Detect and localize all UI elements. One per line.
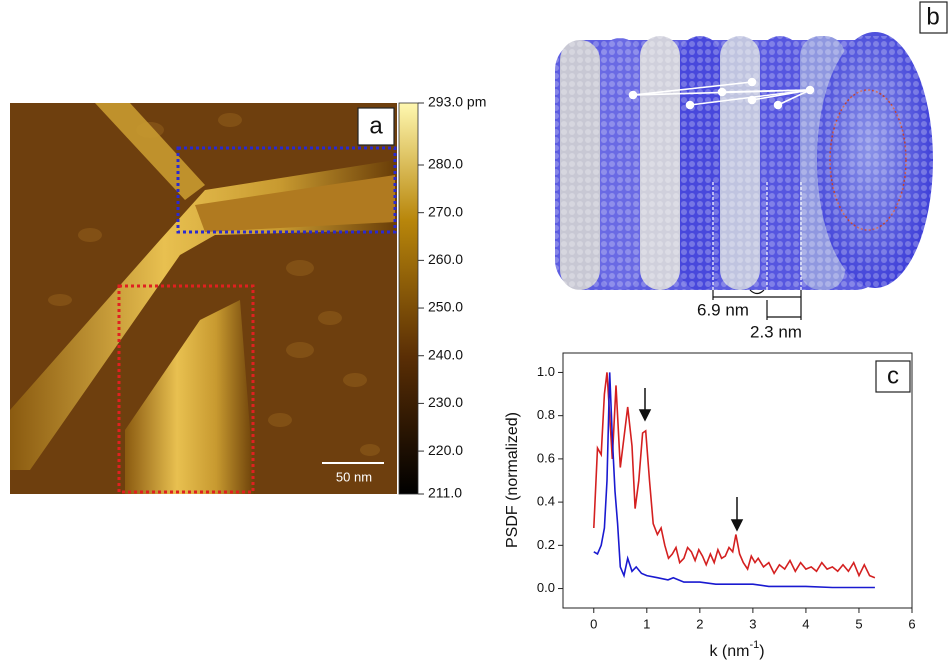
colorbar-tick-label: 260.0 xyxy=(428,251,463,267)
colorbar-tick-label: 211.0 xyxy=(428,485,462,501)
panel-label: c xyxy=(887,362,899,389)
colorbar-tick-label: 280.0 xyxy=(428,156,463,172)
x-axis-label: k (nm-1) xyxy=(709,639,764,660)
figure: 50 nm a 293.0 pm280.0270.0260.0250.0240.… xyxy=(0,0,948,667)
y-axis-label: PSDF (normalized) xyxy=(504,412,521,548)
y-tick-label: 0.8 xyxy=(537,407,555,422)
y-tick-label: 1.0 xyxy=(537,364,555,379)
x-tick-label: 3 xyxy=(749,616,756,631)
dimension-label: 2.3 nm xyxy=(750,322,802,341)
panel-label: a xyxy=(369,112,383,139)
x-axis-label-end: ) xyxy=(759,643,764,660)
x-tick-label: 0 xyxy=(590,616,597,631)
data-line xyxy=(594,372,875,587)
y-tick-label: 0.0 xyxy=(537,580,555,595)
x-tick-label: 4 xyxy=(802,616,809,631)
colorbar-tick-label: 293.0 pm xyxy=(428,94,486,110)
scale-bar-label: 50 nm xyxy=(336,469,372,484)
chart: c PSDF (normalized) k (nm-1) 0 1 2 3 4 5 6 0.0 0… xyxy=(504,353,915,660)
panel-label: b xyxy=(926,3,939,30)
x-tick-label: 6 xyxy=(908,616,915,631)
molecular-model: 6.9 nm 2.3 nm b xyxy=(555,2,947,341)
colorbar-tick-label: 230.0 xyxy=(428,394,463,410)
x-tick-label: 5 xyxy=(855,616,862,631)
x-tick-label: 2 xyxy=(696,616,703,631)
colorbar-tick-label: 240.0 xyxy=(428,346,463,362)
x-tick-label: 1 xyxy=(643,616,650,631)
y-tick-label: 0.4 xyxy=(537,494,555,509)
colorbar-tick-label: 250.0 xyxy=(428,299,463,315)
data-line xyxy=(594,372,875,577)
x-axis-label-base: k (nm xyxy=(709,643,749,660)
y-tick-label: 0.2 xyxy=(537,537,555,552)
afm-image: 50 nm a xyxy=(10,103,397,494)
page: 50 nm a 293.0 pm280.0270.0260.0250.0240.… xyxy=(0,0,948,672)
colorbar-tick-label: 270.0 xyxy=(428,203,463,219)
colorbar-tick-label: 220.0 xyxy=(428,442,463,458)
y-tick-label: 0.6 xyxy=(537,450,555,465)
dimension-label: 6.9 nm xyxy=(697,300,749,319)
x-axis-label-superscript: -1 xyxy=(749,639,759,651)
colorbar: 293.0 pm 280.0 270.0 260.0 250.0 240.0 230.0 22… xyxy=(399,94,486,501)
